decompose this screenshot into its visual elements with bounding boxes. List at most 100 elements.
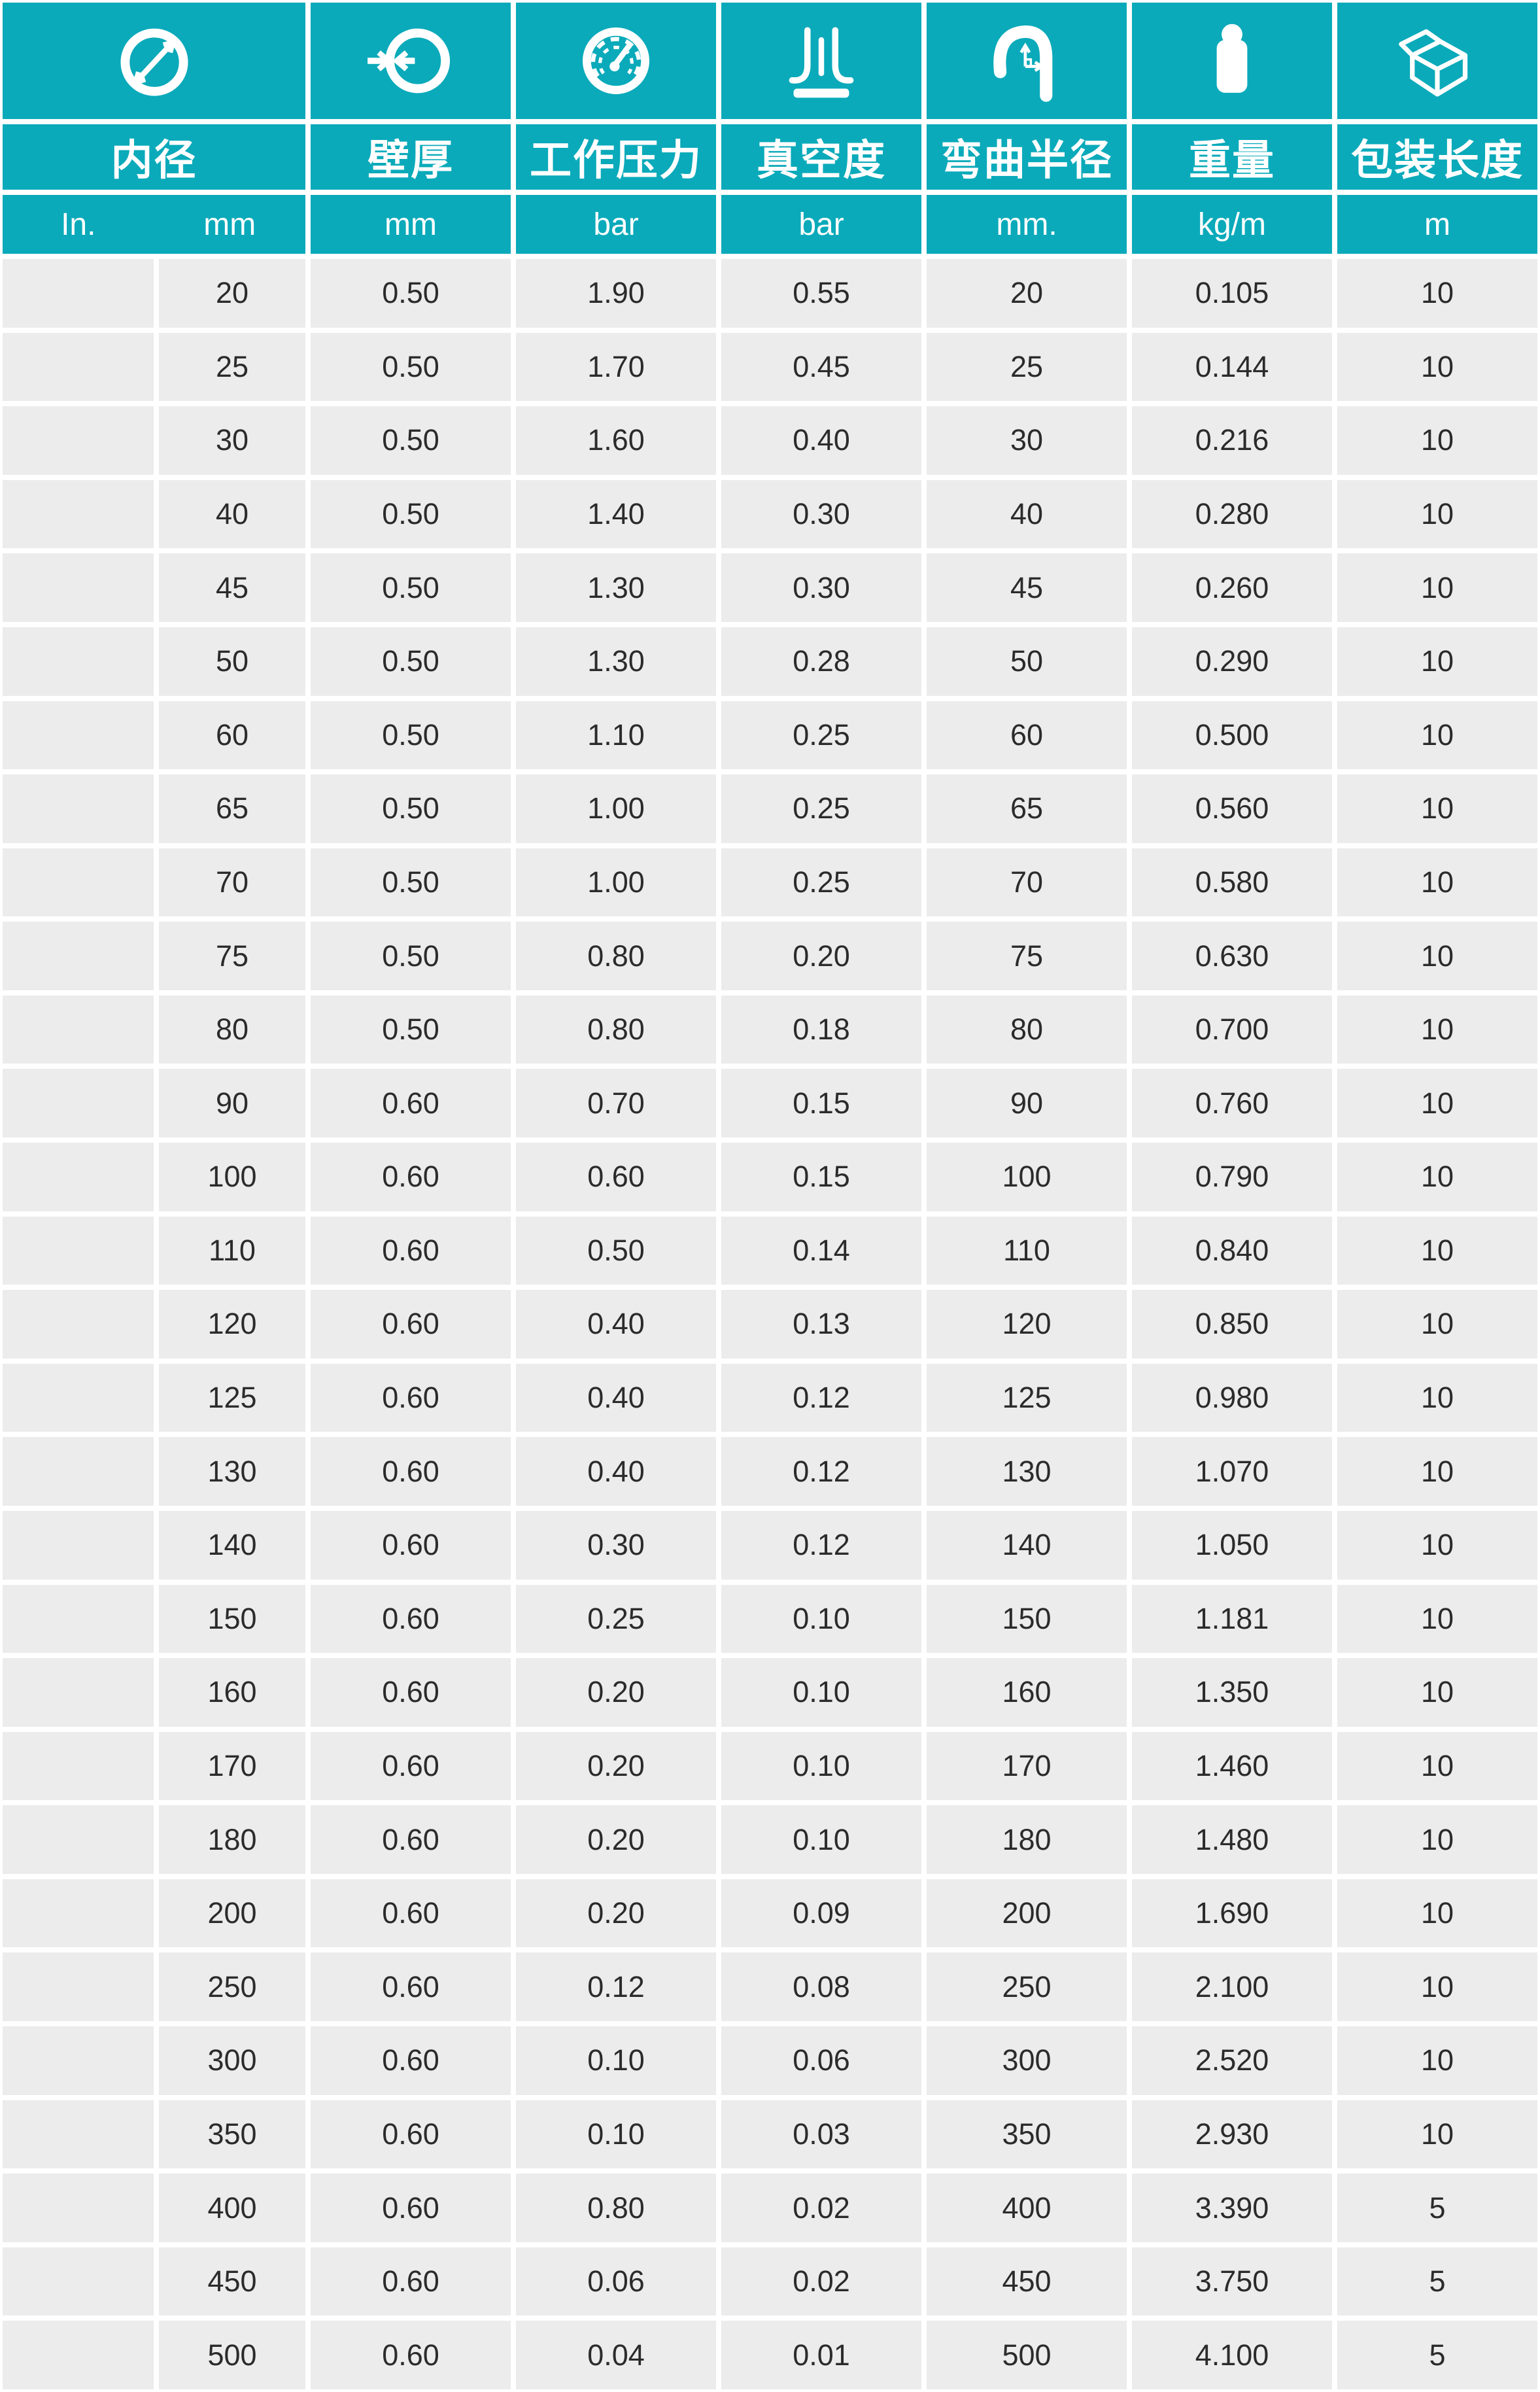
cell-wall-thickness: 0.60: [311, 1952, 511, 2022]
cell-inner-diameter-in: [3, 553, 154, 622]
cell-vacuum: 0.30: [721, 553, 921, 622]
cell-package-length: 10: [1337, 406, 1537, 475]
cell-inner-diameter-in: [3, 701, 154, 770]
cell-inner-diameter-mm: 40: [159, 479, 305, 549]
cell-inner-diameter-in: [3, 1216, 154, 1285]
cell-inner-diameter-mm: 90: [159, 1069, 305, 1138]
unit-cell-package-length: m: [1337, 195, 1537, 254]
cell-bend-radius: 300: [927, 2026, 1127, 2095]
cell-weight: 0.105: [1132, 259, 1332, 328]
cell-weight: 1.480: [1132, 1805, 1332, 1874]
unit-label-in: In.: [61, 207, 96, 242]
cell-bend-radius: 70: [927, 848, 1127, 917]
cell-working-pressure: 0.10: [516, 2100, 716, 2169]
table-row-inner-diameter-cell: 70: [3, 848, 305, 917]
unit-cell-wall-thickness: mm: [311, 195, 511, 254]
cell-vacuum: 0.25: [721, 701, 921, 770]
cell-bend-radius: 100: [927, 1143, 1127, 1211]
cell-package-length: 10: [1337, 2026, 1537, 2095]
cell-working-pressure: 0.25: [516, 1584, 716, 1654]
cell-inner-diameter-mm: 120: [159, 1290, 305, 1359]
table-row-inner-diameter-cell: 90: [3, 1069, 305, 1138]
cell-vacuum: 0.03: [721, 2100, 921, 2169]
cell-package-length: 10: [1337, 1731, 1537, 1801]
cell-bend-radius: 120: [927, 1290, 1127, 1359]
cell-wall-thickness: 0.50: [311, 995, 511, 1064]
cell-weight: 0.980: [1132, 1363, 1332, 1432]
unit-cell-bend-radius: mm.: [927, 195, 1127, 254]
cell-inner-diameter-in: [3, 259, 154, 328]
cell-bend-radius: 20: [927, 259, 1127, 328]
column-header-package-length: 包装长度: [1337, 124, 1537, 190]
cell-package-length: 10: [1337, 701, 1537, 770]
cell-working-pressure: 1.70: [516, 332, 716, 402]
cell-weight: 0.790: [1132, 1143, 1332, 1211]
cell-weight: 3.750: [1132, 2247, 1332, 2316]
cell-working-pressure: 1.10: [516, 701, 716, 770]
cell-weight: 0.850: [1132, 1290, 1332, 1359]
table-row-inner-diameter-cell: 75: [3, 922, 305, 990]
cell-inner-diameter-mm: 75: [159, 922, 305, 990]
cell-inner-diameter-mm: 125: [159, 1363, 305, 1432]
cell-inner-diameter-in: [3, 2247, 154, 2316]
cell-package-length: 10: [1337, 774, 1537, 843]
cell-wall-thickness: 0.60: [311, 1658, 511, 1727]
cell-inner-diameter-in: [3, 2100, 154, 2169]
table-row-inner-diameter-cell: 150: [3, 1584, 305, 1654]
cell-package-length: 10: [1337, 553, 1537, 622]
cell-bend-radius: 140: [927, 1510, 1127, 1580]
cell-weight: 2.520: [1132, 2026, 1332, 2095]
cell-inner-diameter-mm: 45: [159, 553, 305, 622]
cell-inner-diameter-mm: 160: [159, 1658, 305, 1727]
unit-cell-weight: kg/m: [1132, 195, 1332, 254]
table-row-inner-diameter-cell: 450: [3, 2247, 305, 2316]
cell-package-length: 10: [1337, 995, 1537, 1064]
cell-weight: 1.690: [1132, 1879, 1332, 1948]
cell-bend-radius: 60: [927, 701, 1127, 770]
cell-working-pressure: 0.30: [516, 1510, 716, 1580]
cell-weight: 2.930: [1132, 2100, 1332, 2169]
cell-package-length: 5: [1337, 2174, 1537, 2242]
cell-inner-diameter-mm: 65: [159, 774, 305, 843]
cell-wall-thickness: 0.60: [311, 1069, 511, 1138]
table-row-inner-diameter-cell: 120: [3, 1290, 305, 1359]
cell-inner-diameter-mm: 110: [159, 1216, 305, 1285]
cell-weight: 0.630: [1132, 922, 1332, 990]
header-icon-cell: [516, 3, 716, 119]
cell-inner-diameter-in: [3, 1731, 154, 1801]
unit-cell-inner-diameter: In. mm: [3, 195, 305, 254]
cell-working-pressure: 1.90: [516, 259, 716, 328]
cell-vacuum: 0.02: [721, 2174, 921, 2242]
cell-weight: 1.460: [1132, 1731, 1332, 1801]
table-row-inner-diameter-cell: 125: [3, 1363, 305, 1432]
cell-wall-thickness: 0.60: [311, 2100, 511, 2169]
cell-inner-diameter-in: [3, 1952, 154, 2022]
cell-weight: 1.050: [1132, 1510, 1332, 1580]
cell-inner-diameter-mm: 180: [159, 1805, 305, 1874]
cell-wall-thickness: 0.60: [311, 2321, 511, 2389]
cell-working-pressure: 0.10: [516, 2026, 716, 2095]
header-icon-cell: [1132, 3, 1332, 119]
cell-wall-thickness: 0.60: [311, 1805, 511, 1874]
cell-vacuum: 0.01: [721, 2321, 921, 2389]
cell-inner-diameter-in: [3, 1805, 154, 1874]
cell-inner-diameter-mm: 80: [159, 995, 305, 1064]
column-header-wall-thickness: 壁厚: [311, 124, 511, 190]
cell-inner-diameter-mm: 25: [159, 332, 305, 402]
cell-inner-diameter-in: [3, 922, 154, 990]
cell-wall-thickness: 0.60: [311, 1216, 511, 1285]
header-icon-cell: [721, 3, 921, 119]
cell-wall-thickness: 0.50: [311, 406, 511, 475]
cell-vacuum: 0.15: [721, 1143, 921, 1211]
cell-wall-thickness: 0.60: [311, 1731, 511, 1801]
table-row-inner-diameter-cell: 65: [3, 774, 305, 843]
table-row-inner-diameter-cell: 300: [3, 2026, 305, 2095]
table-row-inner-diameter-cell: 80: [3, 995, 305, 1064]
cell-vacuum: 0.25: [721, 774, 921, 843]
cell-weight: 0.700: [1132, 995, 1332, 1064]
cell-inner-diameter-in: [3, 1290, 154, 1359]
cell-wall-thickness: 0.50: [311, 259, 511, 328]
cell-inner-diameter-in: [3, 332, 154, 402]
cell-wall-thickness: 0.50: [311, 922, 511, 990]
